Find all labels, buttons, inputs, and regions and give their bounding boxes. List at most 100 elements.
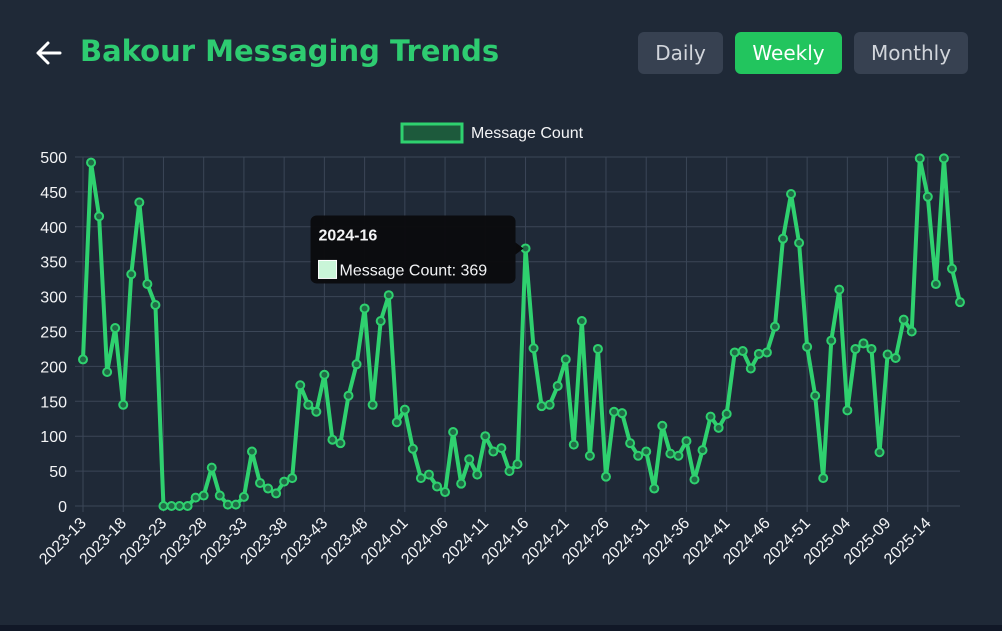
point xyxy=(367,399,378,410)
point xyxy=(190,492,201,503)
point xyxy=(480,431,491,442)
point xyxy=(512,459,523,470)
point xyxy=(214,490,225,501)
legend-swatch xyxy=(400,122,464,144)
y-tick-label: 100 xyxy=(40,429,67,446)
weekly-button[interactable]: Weekly xyxy=(735,32,842,74)
point xyxy=(78,354,88,365)
point xyxy=(826,335,837,346)
y-tick-label: 350 xyxy=(40,255,67,272)
point xyxy=(850,343,861,354)
point xyxy=(625,438,636,449)
line xyxy=(81,156,962,508)
point xyxy=(536,401,547,412)
point xyxy=(126,269,137,280)
point xyxy=(391,417,402,428)
point xyxy=(834,284,845,295)
point xyxy=(504,466,515,477)
y-tick-label: 0 xyxy=(58,499,67,516)
point xyxy=(858,338,869,349)
point xyxy=(657,420,668,431)
point xyxy=(955,297,965,308)
y-tick-label: 500 xyxy=(40,150,67,167)
point xyxy=(528,343,539,354)
point xyxy=(665,448,676,459)
point xyxy=(633,450,644,461)
point xyxy=(938,153,949,164)
point xyxy=(335,438,346,449)
point xyxy=(584,450,595,461)
point xyxy=(786,188,797,199)
point xyxy=(617,408,628,419)
tooltip: 2024-16 Message Count: 369 xyxy=(310,215,524,284)
point xyxy=(729,347,740,358)
point xyxy=(737,346,748,357)
point xyxy=(110,323,121,334)
point xyxy=(327,434,338,445)
point xyxy=(311,406,322,417)
point xyxy=(560,354,571,365)
tooltip-swatch xyxy=(318,259,338,279)
point xyxy=(255,477,266,488)
point xyxy=(810,390,821,401)
point xyxy=(174,501,185,511)
point xyxy=(407,443,418,454)
point xyxy=(552,380,563,391)
y-tick-label: 400 xyxy=(40,220,67,237)
y-tick-label: 450 xyxy=(40,185,67,202)
point xyxy=(303,399,314,410)
point xyxy=(118,399,129,410)
point xyxy=(166,501,177,511)
legend-label: Message Count xyxy=(471,125,584,142)
point xyxy=(142,279,153,290)
point xyxy=(206,462,217,473)
point xyxy=(271,488,282,499)
point xyxy=(279,476,290,487)
point xyxy=(713,422,724,433)
point xyxy=(319,369,330,380)
point xyxy=(263,483,274,494)
point xyxy=(794,237,805,248)
point xyxy=(295,380,306,391)
point xyxy=(238,491,249,502)
point xyxy=(198,490,209,501)
tooltip-text: Message Count: 369 xyxy=(340,262,488,279)
point xyxy=(150,299,161,310)
point xyxy=(415,473,426,484)
y-tick-label: 250 xyxy=(40,325,67,342)
point xyxy=(440,487,451,498)
point xyxy=(230,499,241,510)
point xyxy=(697,445,708,456)
point xyxy=(375,316,386,327)
point xyxy=(102,366,113,377)
daily-button[interactable]: Daily xyxy=(638,32,723,74)
point xyxy=(890,353,901,364)
point xyxy=(906,326,917,337)
point xyxy=(721,408,732,419)
header: Bakour Messaging Trends Daily Weekly Mon… xyxy=(0,0,1002,110)
point xyxy=(866,343,877,354)
point xyxy=(874,447,885,458)
back-arrow[interactable] xyxy=(34,38,64,68)
tooltip-caret xyxy=(515,242,524,255)
point xyxy=(86,157,97,168)
point xyxy=(761,347,772,358)
point xyxy=(745,363,756,374)
page-title: Bakour Messaging Trends xyxy=(80,34,500,68)
point xyxy=(769,321,780,332)
point xyxy=(689,474,700,485)
point xyxy=(609,406,620,417)
point xyxy=(568,439,579,450)
point xyxy=(753,348,764,359)
y-tick-label: 200 xyxy=(40,359,67,376)
y-tick-label: 150 xyxy=(40,394,67,411)
point xyxy=(488,446,499,457)
point xyxy=(423,469,434,480)
point xyxy=(898,314,909,325)
point xyxy=(383,290,394,301)
point xyxy=(351,359,362,370)
point xyxy=(246,446,257,457)
monthly-button[interactable]: Monthly xyxy=(854,32,968,74)
point xyxy=(464,454,475,465)
